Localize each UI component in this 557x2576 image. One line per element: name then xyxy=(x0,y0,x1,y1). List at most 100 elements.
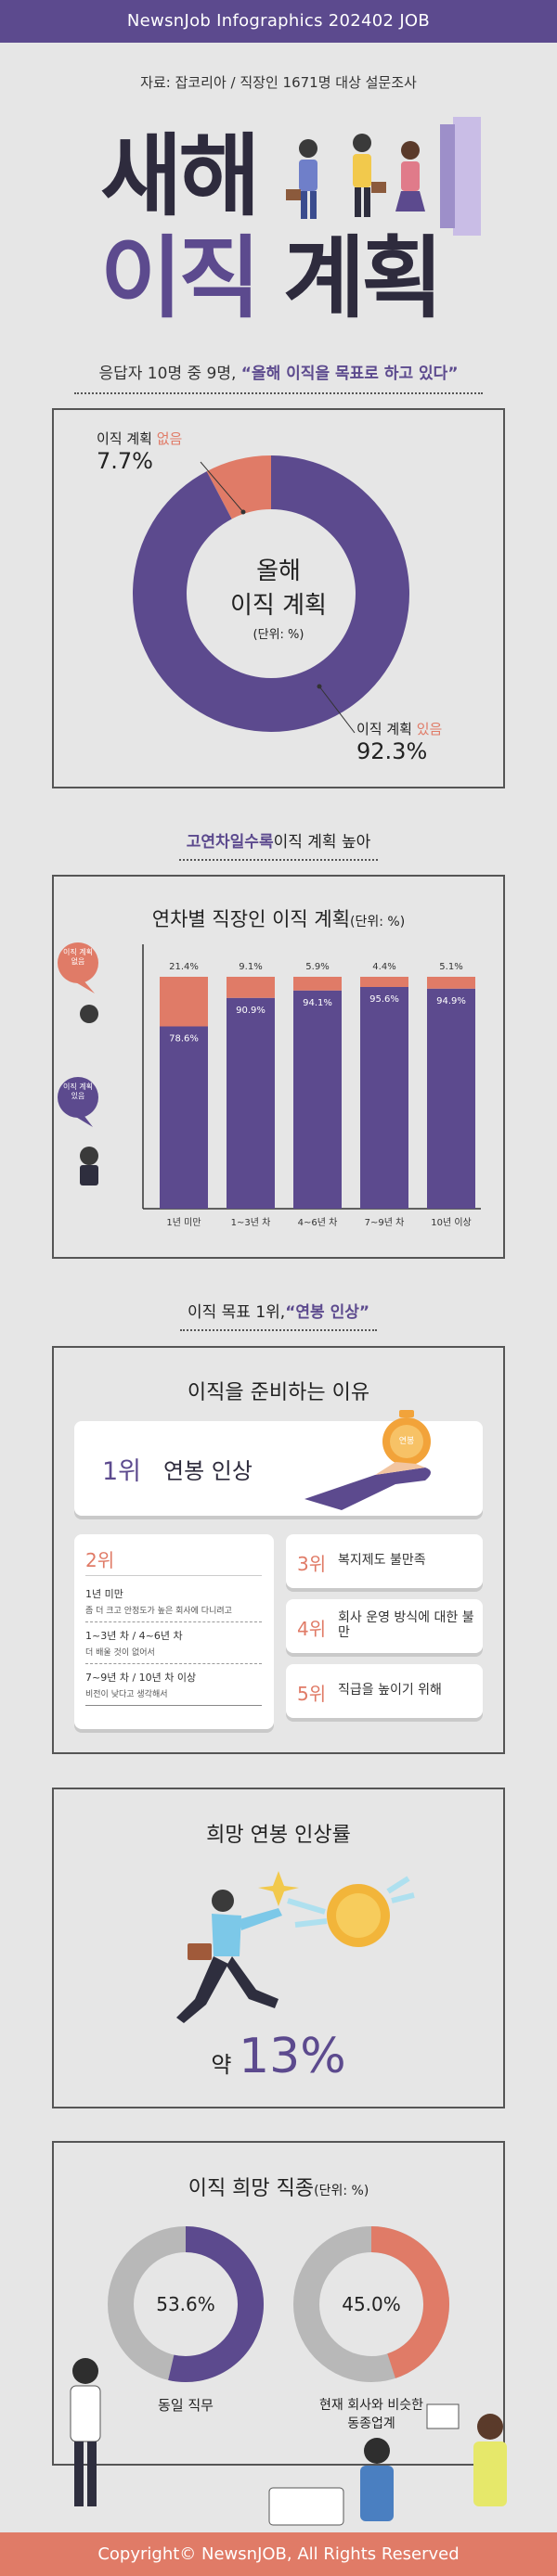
person-icon xyxy=(353,134,386,217)
door-icon xyxy=(453,117,481,236)
bar-yes-plan-label: 94.1% xyxy=(303,998,332,1008)
title-line1: 새해 xyxy=(100,124,261,228)
reason-second-item-sub: 비전이 낮다고 생각해서 xyxy=(85,1690,168,1699)
same-industry-label: 현재 회사와 비슷한 동종업계 xyxy=(297,2395,446,2432)
no-plan-value: 7.7% xyxy=(97,448,153,474)
person-icon xyxy=(268,2438,394,2526)
reason-first-rank: 1위 xyxy=(102,1457,142,1486)
bar-no-plan-label: 5.9% xyxy=(305,962,329,972)
reason-card-other: 3위 복지제도 불만족 xyxy=(286,1534,483,1588)
title-line2-highlight: 이직 xyxy=(100,226,261,330)
reason-second-rank: 2위 xyxy=(85,1549,115,1571)
bar-no-plan-label: 9.1% xyxy=(239,962,262,972)
no-plan-legend: 이직 계획 없음 7.7% xyxy=(97,429,182,474)
raise-prefix: 약 xyxy=(211,2052,240,2078)
yes-plan-label-highlight: 있음 xyxy=(416,721,443,737)
reason-first-text: 연봉 인상 xyxy=(163,1458,253,1484)
bar-yes-plan xyxy=(293,990,342,1209)
seniority-highlight: 고연차일수록 xyxy=(186,833,274,852)
bar-no-plan xyxy=(360,977,408,987)
reason-other-text: 회사 운영 방식에 대한 불만 xyxy=(338,1610,474,1640)
source-note: 자료: 잡코리아 / 직장인 1671명 대상 설문조사 xyxy=(140,74,417,91)
seniority-chart-title-text: 연차별 직장인 이직 계획 xyxy=(151,908,351,930)
office-workers-illustration xyxy=(70,2358,507,2526)
same-industry-label-2: 동종업계 xyxy=(347,2416,395,2431)
bar-no-plan-label: 5.1% xyxy=(439,962,462,972)
same-job-label: 동일 직무 xyxy=(158,2397,214,2414)
summary-line: 응답자 10명 중 9명, “올해 이직을 목표로 하고 있다” xyxy=(74,360,483,394)
donut-center-line2: 이직 계획 xyxy=(230,592,327,620)
person-icon xyxy=(80,1147,98,1165)
person-icon xyxy=(70,2358,101,2506)
bar-yes-plan-label: 78.6% xyxy=(169,1034,199,1044)
bar-yes-plan xyxy=(160,1026,208,1209)
desired-job-unit: (단위: %) xyxy=(314,2184,369,2198)
title-line2-rest: 계획 xyxy=(283,226,444,330)
bar-no-plan xyxy=(160,977,208,1027)
reason-second-item-head: 7~9년 차 / 10년 차 이상 xyxy=(85,1672,197,1684)
raise-title: 희망 연봉 인상률 xyxy=(206,1824,351,1847)
bar-yes-plan-label: 90.9% xyxy=(236,1006,266,1016)
desired-job-title-text: 이직 희망 직종 xyxy=(188,2177,315,2200)
runner-coin-illustration xyxy=(176,1871,415,2023)
reason-other-rank: 3위 xyxy=(297,1553,327,1575)
seniority-chart-title: 연차별 직장인 이직 계획(단위: %) xyxy=(52,904,505,932)
no-plan-label-highlight: 없음 xyxy=(156,430,183,447)
donut-slice-yes-plan xyxy=(132,455,410,732)
summary-prefix: 응답자 10명 중 9명, xyxy=(98,365,241,383)
bar-no-plan xyxy=(427,977,475,989)
x-tick-label: 10년 이상 xyxy=(431,1217,472,1228)
reason-other-text: 복지제도 불만족 xyxy=(338,1553,426,1568)
reasons-title: 이직을 준비하는 이유 xyxy=(187,1381,370,1404)
donut-center-line1: 올해 xyxy=(256,557,301,585)
reason-second-item-head: 1~3년 차 / 4~6년 차 xyxy=(85,1630,183,1642)
desired-job-title: 이직 희망 직종(단위: %) xyxy=(52,2172,505,2201)
footer-copyright: Copyright© NewsnJOB, All Rights Reserved xyxy=(0,2532,557,2576)
x-tick-label: 4~6년 차 xyxy=(298,1217,338,1228)
bar-yes-plan-label: 95.6% xyxy=(369,994,399,1005)
goal-prefix: 이직 목표 1위, xyxy=(187,1303,286,1322)
donut-slice-no-plan xyxy=(206,455,271,519)
donut-slice-same-job xyxy=(168,2226,264,2382)
section-label-seniority: 고연차일수록 이직 계획 높아 xyxy=(0,828,557,861)
panel-raise xyxy=(52,1788,505,2108)
person-icon xyxy=(395,141,425,211)
reason-card-other: 5위 직급을 높이기 위해 xyxy=(286,1664,483,1718)
summary-highlight: “올해 이직을 목표로 하고 있다” xyxy=(240,365,459,383)
section-label-goal: 이직 목표 1위, “연봉 인상” xyxy=(0,1299,557,1331)
donut-slice-same-industry xyxy=(370,2226,449,2378)
reason-other-rank: 5위 xyxy=(297,1683,327,1705)
reason-other-rank: 4위 xyxy=(297,1618,327,1640)
x-tick-label: 1~3년 차 xyxy=(231,1217,271,1228)
person-icon xyxy=(176,1890,282,2023)
bar-yes-plan xyxy=(227,997,275,1209)
stacked-bar-chart: 21.4% 78.6% 1년 미만 9.1% 90.9% 1~3년 차 5.9% 94.1% 4… xyxy=(58,942,481,1228)
yes-plan-value: 92.3% xyxy=(356,738,428,764)
donut-chart-plan xyxy=(132,455,410,734)
raise-value-line: 약 13% xyxy=(52,2029,505,2084)
bar-no-plan-label: 4.4% xyxy=(372,962,395,972)
hand-coin-illustration xyxy=(304,1410,431,1510)
reason-second-item: 1년 미만 좀 더 크고 안정도가 높은 회사에 다니려고 xyxy=(85,1581,262,1622)
same-industry-value: 45.0% xyxy=(342,2293,401,2315)
bar-yes-plan xyxy=(427,988,475,1209)
reason-second-item-sub: 더 배울 것이 없어서 xyxy=(85,1648,155,1658)
x-tick-label: 7~9년 차 xyxy=(365,1217,405,1228)
coin-label: 연봉 xyxy=(398,1437,415,1446)
yes-plan-legend: 이직 계획 있음 92.3% xyxy=(356,719,442,764)
same-industry-label-1: 현재 회사와 비슷한 xyxy=(319,2398,423,2413)
person-icon xyxy=(286,139,317,219)
raise-value: 13% xyxy=(239,2029,346,2084)
bar-yes-plan-label: 94.9% xyxy=(436,996,466,1006)
person-icon xyxy=(80,1005,98,1023)
reason-other-text: 직급을 높이기 위해 xyxy=(338,1683,442,1698)
bar-no-plan xyxy=(227,977,275,998)
person-icon xyxy=(426,2403,507,2506)
bar-no-plan-label: 21.4% xyxy=(169,962,199,972)
goal-highlight: “연봉 인상” xyxy=(285,1303,370,1322)
same-job-value: 53.6% xyxy=(156,2293,215,2315)
bubble-no-plan: 이직 계획 없음 xyxy=(63,948,93,966)
commuters-illustration xyxy=(286,117,481,236)
bar-no-plan xyxy=(293,977,342,991)
